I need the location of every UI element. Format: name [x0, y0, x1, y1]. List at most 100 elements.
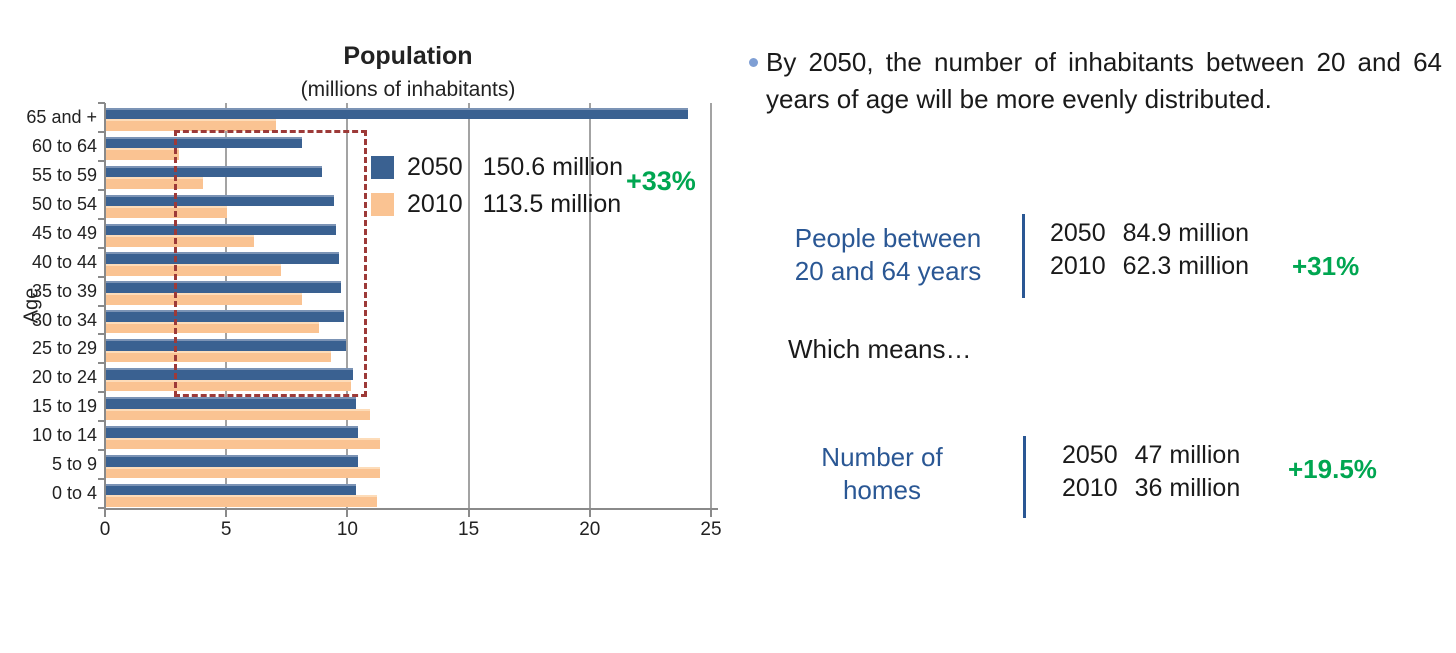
x-tick-0: [104, 510, 106, 517]
people-stats: 2050 84.9 million 2010 62.3 million: [1050, 217, 1249, 283]
x-tick-10: [346, 510, 349, 517]
y-tick: [98, 507, 105, 509]
x-tick-label: 10: [336, 519, 358, 540]
people-divider-line: [1022, 214, 1025, 298]
x-tick-label: 0: [99, 519, 111, 540]
which-means-text: Which means…: [788, 334, 972, 364]
y-tick: [98, 188, 105, 191]
category-label: 55 to 59: [31, 164, 97, 185]
homes-divider-line: [1023, 436, 1026, 518]
homes-label-line2: homes: [842, 475, 922, 505]
category-label: 20 to 24: [31, 367, 97, 388]
x-tick-5: [225, 510, 228, 517]
bar-2010: [106, 292, 303, 305]
y-tick: [98, 217, 105, 220]
y-tick: [98, 246, 105, 249]
category-label: 30 to 34: [31, 309, 97, 330]
bar-2050: [106, 136, 303, 149]
stat-year: 2010: [1050, 252, 1106, 280]
homes-stat-row-2010: 2010 36 million: [1062, 472, 1240, 505]
category-label: 10 to 14: [31, 425, 97, 446]
category-label: 65 and +: [26, 107, 97, 127]
x-tick-20: [588, 510, 591, 517]
bar-2010: [106, 235, 254, 247]
y-axis-line: [104, 103, 106, 508]
y-tick: [98, 159, 105, 162]
bar-2050: [106, 368, 354, 380]
people-growth-badge: +31%: [1292, 251, 1360, 281]
category-label: 35 to 39: [31, 280, 97, 301]
homes-label-line1: Number of: [821, 442, 943, 472]
people-stat-row-2010: 2010 62.3 million: [1050, 250, 1249, 283]
gridline-25: [710, 103, 712, 508]
bullet-icon: [749, 58, 758, 67]
homes-label: Number of homes: [802, 441, 962, 507]
y-tick: [98, 333, 105, 336]
bullet-text: By 2050, the number of inhabitants betwe…: [766, 47, 1442, 114]
bar-2010: [106, 350, 332, 363]
x-tick-15: [467, 510, 470, 517]
y-axis-category-labels: 65 and + 60 to 64 55 to 59 50 to 54 45 to 49…: [0, 103, 97, 508]
category-label: 25 to 29: [31, 338, 97, 359]
y-tick: [98, 449, 105, 452]
bar-2010: [106, 408, 371, 421]
stat-year: 2050: [1062, 441, 1118, 469]
stat-value: 62.3 million: [1122, 252, 1250, 280]
bar-2010: [106, 177, 203, 189]
bar-2010: [106, 148, 179, 160]
y-tick: [98, 391, 105, 394]
bar-2050: [106, 281, 342, 293]
x-tick-label: 25: [700, 519, 722, 540]
bar-2050: [106, 454, 359, 467]
bar-2050: [106, 397, 356, 409]
legend-item-2050: 2050 150.6 million: [371, 150, 623, 184]
gridline-15: [467, 103, 470, 508]
homes-stat-row-2050: 2050 47 million: [1062, 439, 1240, 472]
bar-2010: [106, 437, 380, 450]
bar-2010: [106, 119, 276, 131]
bar-2050: [106, 107, 688, 120]
x-axis-line: [104, 508, 718, 510]
category-label: 0 to 4: [51, 483, 97, 504]
chart-subtitle: (millions of inhabitants): [300, 78, 516, 101]
y-tick: [98, 420, 105, 423]
stat-year: 2010: [1062, 474, 1118, 502]
bar-2050: [106, 310, 344, 322]
highlight-box: [174, 130, 367, 397]
category-label: 40 to 44: [31, 251, 97, 272]
bar-2050: [106, 339, 346, 351]
bar-2050: [106, 483, 356, 496]
chart-growth-badge: +33%: [626, 166, 696, 196]
plot-area: [98, 102, 718, 517]
bar-2010: [106, 495, 378, 508]
homes-stats: 2050 47 million 2010 36 million: [1062, 439, 1240, 505]
bar-2050: [106, 252, 339, 265]
bar-2010: [106, 321, 320, 334]
category-label: 15 to 19: [31, 396, 97, 417]
bar-2050: [106, 165, 322, 178]
category-label: 60 to 64: [31, 135, 97, 156]
stat-year: 2050: [1050, 219, 1106, 247]
bar-2050: [106, 194, 334, 207]
x-tick-label: 15: [458, 519, 480, 540]
people-label: People between 20 and 64 years: [788, 222, 988, 288]
homes-growth-badge: +19.5%: [1288, 454, 1377, 484]
bar-2010: [106, 206, 228, 218]
x-tick-25: [710, 510, 712, 517]
category-label: 50 to 54: [31, 193, 97, 214]
people-label-line1: People between: [794, 223, 982, 253]
x-axis-tick-labels: 0 5 10 15 20 25: [100, 519, 722, 545]
legend-year-2010: 2010: [407, 189, 463, 218]
stat-value: 84.9 million: [1122, 219, 1250, 247]
bar-2050: [106, 223, 337, 236]
people-stat-row-2050: 2050 84.9 million: [1050, 217, 1249, 250]
y-tick: [98, 130, 105, 133]
legend-year-2050: 2050: [407, 152, 463, 181]
people-label-line2: 20 and 64 years: [794, 256, 982, 286]
category-label: 45 to 49: [31, 222, 97, 243]
gridline-20: [588, 103, 591, 508]
bar-2010: [106, 264, 281, 276]
y-tick: [98, 362, 105, 365]
legend-total-2010: 113.5 million: [482, 189, 622, 218]
legend-swatch-2050: [371, 155, 394, 179]
